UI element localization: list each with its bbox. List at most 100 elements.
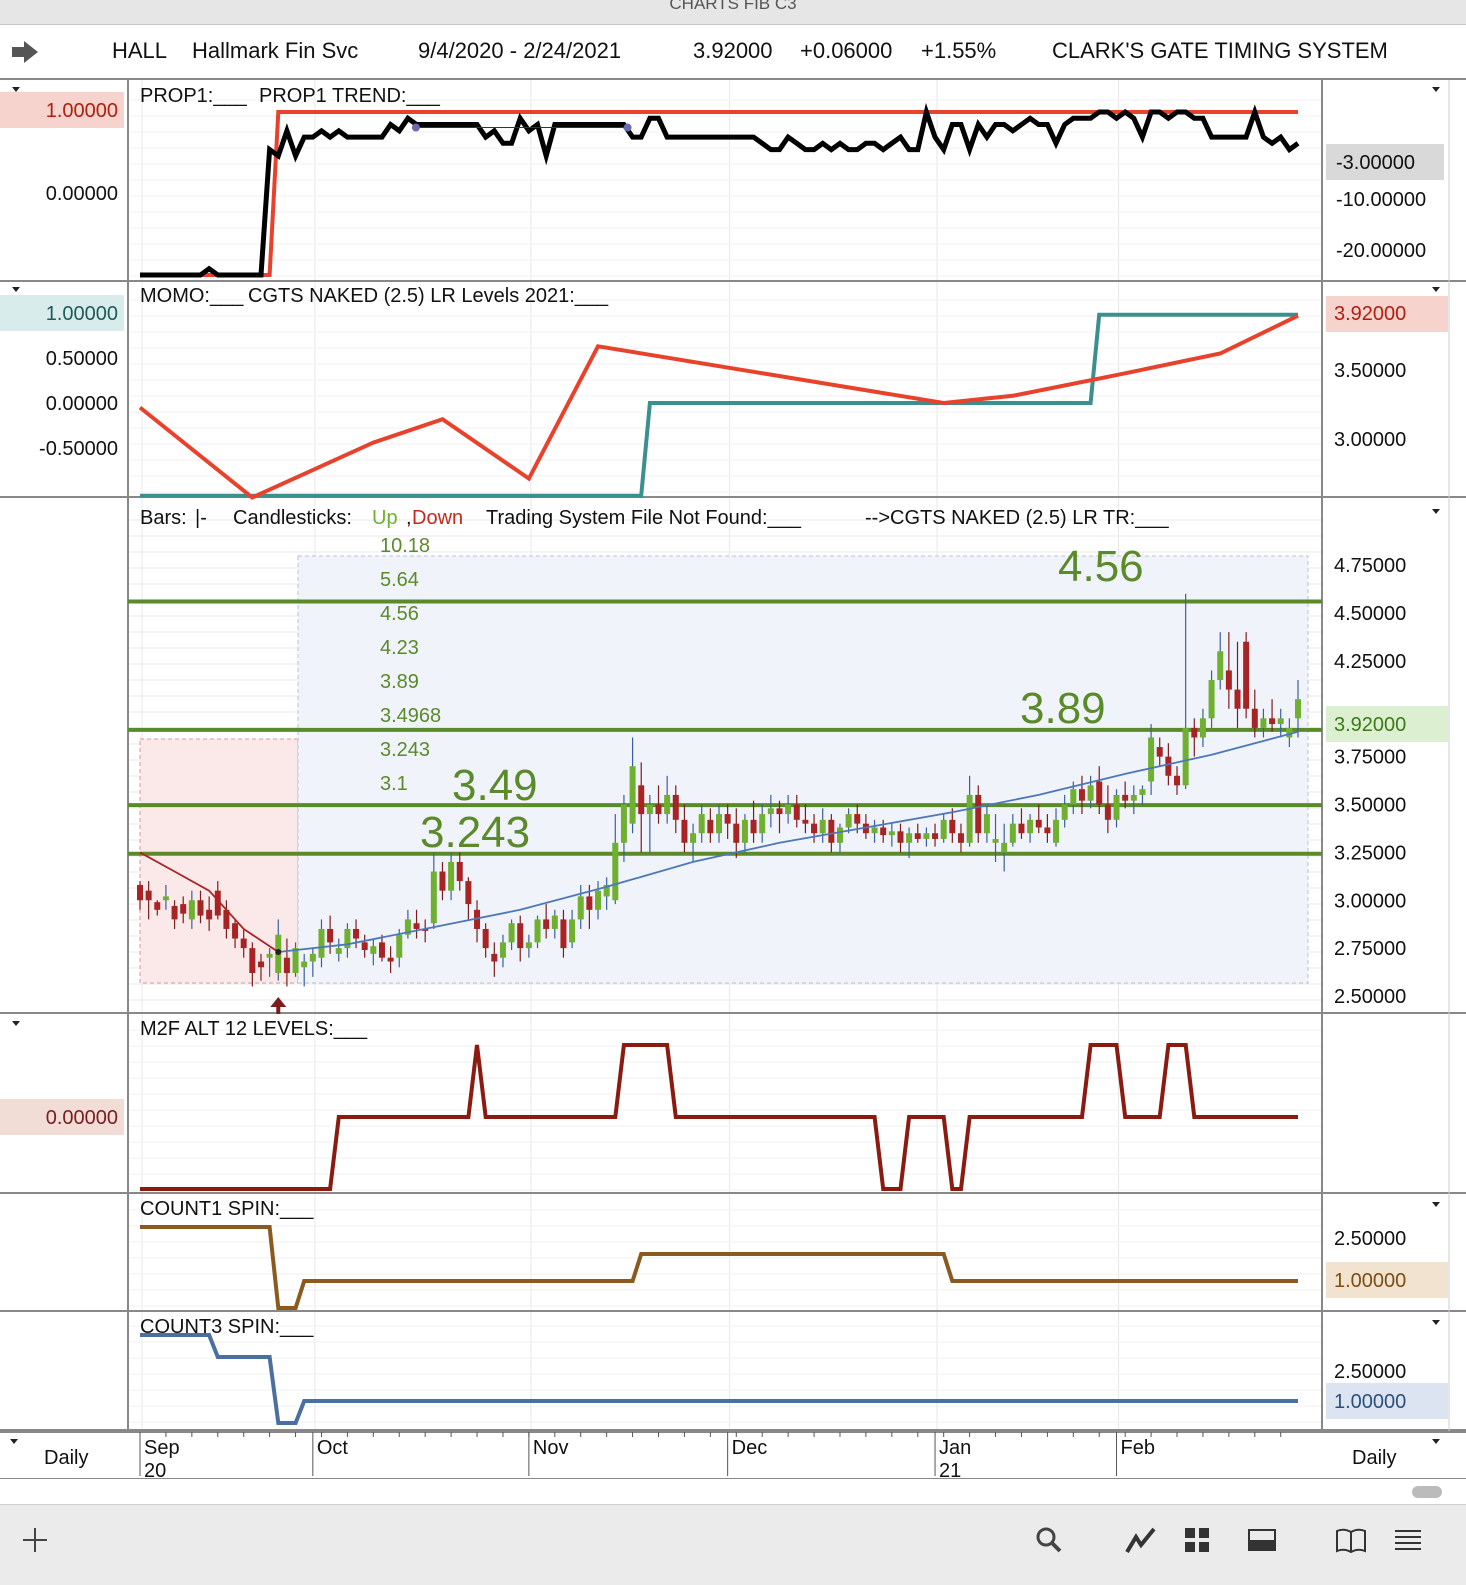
candle-up xyxy=(309,953,316,962)
line-tool-icon[interactable] xyxy=(1124,1525,1158,1555)
chart-header: HALL Hallmark Fin Svc 9/4/2020 - 2/24/20… xyxy=(0,25,1466,80)
price-legend-item: |- xyxy=(195,507,207,529)
prop1-left-highlight-bg xyxy=(0,92,124,128)
candle-up xyxy=(162,896,169,901)
candle-down xyxy=(802,819,809,824)
x-month-label: Nov xyxy=(533,1437,569,1459)
candle-up xyxy=(1199,718,1206,738)
legend-item: CGTS NAKED (2.5) LR Levels 2021:___ xyxy=(248,285,609,307)
count1-right-dropdown-icon[interactable] xyxy=(1432,1202,1440,1207)
candle-down xyxy=(517,923,524,949)
candle-up xyxy=(1148,737,1155,782)
count1-right-highlight-bg xyxy=(1326,1262,1448,1298)
book-icon[interactable] xyxy=(1334,1525,1368,1555)
candle-up xyxy=(430,871,437,924)
candle-down xyxy=(655,804,662,815)
prop1-right-tick: -20.00000 xyxy=(1336,240,1426,262)
prop1-left-tick: 0.00000 xyxy=(46,183,118,205)
prop1-right-dropdown-icon[interactable] xyxy=(1432,87,1440,92)
candle-up xyxy=(836,827,843,843)
cgts-lr-levels-line xyxy=(140,312,1298,498)
candle-down xyxy=(862,823,869,834)
add-icon[interactable] xyxy=(20,1525,50,1555)
price-right-tick: 3.25000 xyxy=(1334,842,1406,864)
menu-icon[interactable] xyxy=(1392,1525,1424,1555)
candle-up xyxy=(845,814,852,828)
price-right-tick: 4.75000 xyxy=(1334,555,1406,577)
candle-down xyxy=(854,814,861,824)
candle-down xyxy=(240,938,247,949)
candle-down xyxy=(776,808,783,815)
candle-up xyxy=(940,819,947,839)
x-month-label: Feb xyxy=(1121,1437,1155,1459)
candle-down xyxy=(223,909,230,929)
candle-up xyxy=(767,808,774,815)
candle-down xyxy=(1225,670,1232,690)
candle-down xyxy=(439,871,446,891)
count3-right-dropdown-icon[interactable] xyxy=(1432,1320,1440,1325)
window-titlebar: CHARTS FIB C3 xyxy=(0,0,1466,25)
search-icon[interactable] xyxy=(1034,1525,1064,1555)
candle-up xyxy=(499,942,506,958)
momo-left-tick: 0.00000 xyxy=(46,393,118,415)
candle-up xyxy=(1295,699,1301,719)
grid-layout-icon[interactable] xyxy=(1182,1525,1212,1555)
fib-list-item: 3.243 xyxy=(380,739,430,761)
momo-left-dropdown-icon[interactable] xyxy=(12,287,20,292)
candle-up xyxy=(819,819,826,834)
x-month-label: Jan xyxy=(939,1437,971,1459)
count3-line xyxy=(140,1333,1298,1425)
price-legend-item: Down xyxy=(412,507,463,529)
candle-down xyxy=(1096,781,1103,805)
chart-area[interactable]: PROP1:___ PROP1 TREND:___ 1.00000 0.00000 -3… xyxy=(0,78,1466,1504)
x-axis-bg xyxy=(0,1432,1466,1478)
candle-up xyxy=(1130,794,1137,801)
candle-up xyxy=(1053,819,1060,843)
candle-up xyxy=(534,919,541,943)
candle-up xyxy=(396,934,403,958)
forward-arrow-icon[interactable] xyxy=(10,39,40,65)
fib-list-item: 5.64 xyxy=(380,569,419,591)
candle-up xyxy=(335,948,342,954)
m2f-left-dropdown-icon[interactable] xyxy=(12,1021,20,1026)
candle-up xyxy=(966,794,973,843)
price-change: +0.06000 xyxy=(800,38,893,63)
candle-up xyxy=(992,838,999,843)
prop1-left-dropdown-icon[interactable] xyxy=(12,87,20,92)
candle-up xyxy=(1087,785,1094,801)
periodicity-right-dropdown-icon[interactable] xyxy=(1432,1439,1440,1444)
scroll-thumb[interactable] xyxy=(1412,1486,1442,1498)
candle-up xyxy=(871,827,878,834)
candle-down xyxy=(1044,827,1051,834)
candle-down xyxy=(932,833,939,839)
price-right-tick: 4.25000 xyxy=(1334,651,1406,673)
candle-down xyxy=(638,785,645,815)
candle-down xyxy=(1174,775,1181,786)
fib-list-item: 10.18 xyxy=(380,535,430,557)
candle-up xyxy=(292,948,299,974)
price-right-tick: 3.00000 xyxy=(1334,890,1406,912)
price-right-dropdown-icon[interactable] xyxy=(1432,509,1440,514)
count1-line xyxy=(140,1225,1298,1310)
candle-up xyxy=(569,919,576,943)
momo-right-dropdown-icon[interactable] xyxy=(1432,287,1440,292)
panel-layout-icon[interactable] xyxy=(1246,1525,1278,1555)
price-right-highlight-bg xyxy=(1326,706,1448,743)
candle-down xyxy=(361,942,368,951)
candle-up xyxy=(690,833,697,843)
lr-trend-line xyxy=(278,730,1299,953)
periodicity-left: Daily xyxy=(44,1447,88,1469)
candle-down xyxy=(811,823,818,834)
periodicity-left-dropdown-icon[interactable] xyxy=(10,1439,18,1444)
candle-down xyxy=(1165,756,1172,776)
candle-down xyxy=(957,833,964,843)
prop1-right-tick: -10.00000 xyxy=(1336,189,1426,211)
m2f-left-highlight-bg xyxy=(0,1099,124,1135)
candle-down xyxy=(1018,823,1025,834)
candle-down xyxy=(413,923,420,929)
candle-up xyxy=(1027,819,1034,834)
legend-item: COUNT1 SPIN:___ xyxy=(140,1198,314,1220)
count1-right-highlight: 1.00000 xyxy=(1334,1270,1406,1292)
candle-up xyxy=(318,928,325,958)
prop1-marker-dot xyxy=(411,123,420,132)
